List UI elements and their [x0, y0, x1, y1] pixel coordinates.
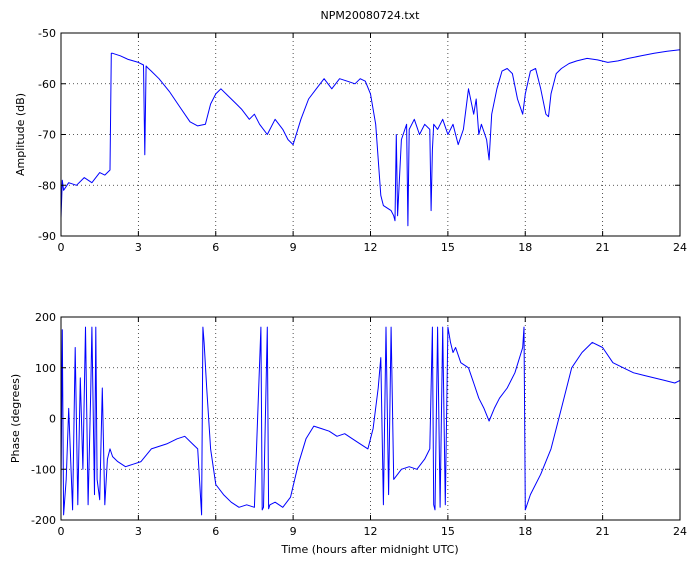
amplitude-y-tick-label: -50 [38, 27, 56, 40]
amplitude-y-tick-label: -60 [38, 78, 56, 91]
amplitude-x-tick-label: 3 [135, 241, 142, 254]
phase-x-tick-label: 21 [596, 525, 610, 538]
phase-x-tick-label: 24 [673, 525, 687, 538]
phase-x-tick-label: 18 [518, 525, 532, 538]
phase-y-tick-label: -100 [31, 463, 56, 476]
phase-axes: 0 3 6 9 12 15 18 21 24 -200 -100 0 100 200 Time (hour… [9, 311, 687, 556]
phase-x-tick-label: 0 [58, 525, 65, 538]
phase-x-axis-label: Time (hours after midnight UTC) [280, 543, 458, 556]
amplitude-y-axis-label: Amplitude (dB) [14, 93, 27, 176]
amplitude-x-tick-label: 0 [58, 241, 65, 254]
amplitude-series-line [60, 49, 681, 227]
phase-x-tick-label: 3 [135, 525, 142, 538]
phase-y-axis-label: Phase (degrees) [9, 374, 22, 463]
phase-x-tick-label: 12 [364, 525, 378, 538]
phase-x-tick-label: 6 [212, 525, 219, 538]
phase-series-group [60, 326, 681, 516]
phase-y-tick-label: 100 [35, 362, 56, 375]
phase-series-line [60, 326, 681, 516]
amplitude-series-group [60, 49, 681, 227]
amplitude-x-tick-label: 21 [596, 241, 610, 254]
phase-x-tick-label: 9 [290, 525, 297, 538]
amplitude-x-tick-label: 9 [290, 241, 297, 254]
phase-ticks: 0 3 6 9 12 15 18 21 24 -200 -100 0 100 200 [31, 311, 687, 538]
amplitude-axes: 0 3 6 9 12 15 18 21 24 -90 -80 -70 -60 -50 NPM2008072… [14, 9, 687, 254]
amplitude-y-tick-label: -80 [38, 179, 56, 192]
amplitude-x-tick-label: 6 [212, 241, 219, 254]
amplitude-chart-title: NPM20080724.txt [321, 9, 421, 22]
amplitude-x-tick-label: 24 [673, 241, 687, 254]
phase-x-tick-label: 15 [441, 525, 455, 538]
phase-y-tick-label: 0 [49, 413, 56, 426]
amplitude-y-tick-label: -90 [38, 230, 56, 243]
phase-y-tick-label: 200 [35, 311, 56, 324]
amplitude-ticks: 0 3 6 9 12 15 18 21 24 -90 -80 -70 -60 -50 [38, 27, 687, 254]
amplitude-x-tick-label: 12 [364, 241, 378, 254]
phase-plot-area [61, 317, 680, 520]
amplitude-plot-area [61, 33, 680, 236]
amplitude-y-tick-label: -70 [38, 129, 56, 142]
phase-y-tick-label: -200 [31, 514, 56, 527]
amplitude-x-tick-label: 15 [441, 241, 455, 254]
amplitude-x-tick-label: 18 [518, 241, 532, 254]
